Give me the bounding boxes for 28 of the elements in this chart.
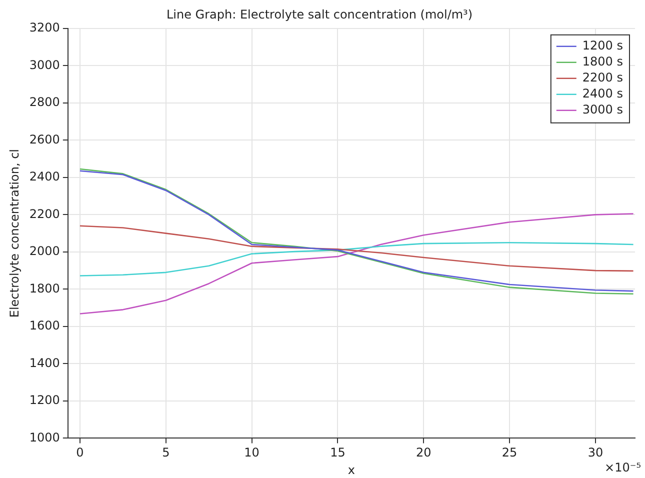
y-tick-label: 2800	[29, 95, 60, 110]
y-tick-label: 1600	[29, 318, 60, 333]
x-tick-label: 0	[76, 446, 84, 460]
x-tick-label: 25	[502, 446, 518, 460]
y-tick-label: 2400	[29, 170, 60, 184]
y-tick-label: 2600	[29, 132, 60, 146]
y-tick-label: 1200	[29, 393, 60, 408]
x-tick-label: 5	[162, 446, 170, 460]
chart-title: Line Graph: Electrolyte salt concentration (mol/m³)	[166, 7, 473, 22]
x-tick-label: 15	[330, 446, 346, 460]
y-tick-label: 1800	[29, 281, 60, 296]
x-tick-label: 10	[244, 446, 260, 460]
x-axis-title: x	[348, 462, 356, 477]
text: ×10⁻⁵	[604, 460, 642, 474]
y-tick-label: 3200	[29, 20, 60, 35]
y-tick-label: 2000	[29, 244, 60, 258]
y-tick-label: 1400	[29, 356, 60, 370]
y-axis-title: Electrolyte concentration, cl	[7, 148, 22, 318]
x-tick-label: 20	[416, 446, 432, 460]
legend-label: 1800 s	[582, 54, 624, 69]
y-tick-label: 3000	[29, 58, 60, 72]
legend-label: 3000 s	[582, 102, 624, 117]
legend-label: 1200 s	[582, 38, 624, 53]
y-tick-label: 2200	[29, 206, 60, 221]
y-tick-label: 1000	[29, 430, 60, 444]
legend-label: 2200 s	[582, 70, 624, 85]
legend-label: 2400 s	[582, 86, 624, 101]
x-tick-label: 30	[588, 446, 604, 460]
